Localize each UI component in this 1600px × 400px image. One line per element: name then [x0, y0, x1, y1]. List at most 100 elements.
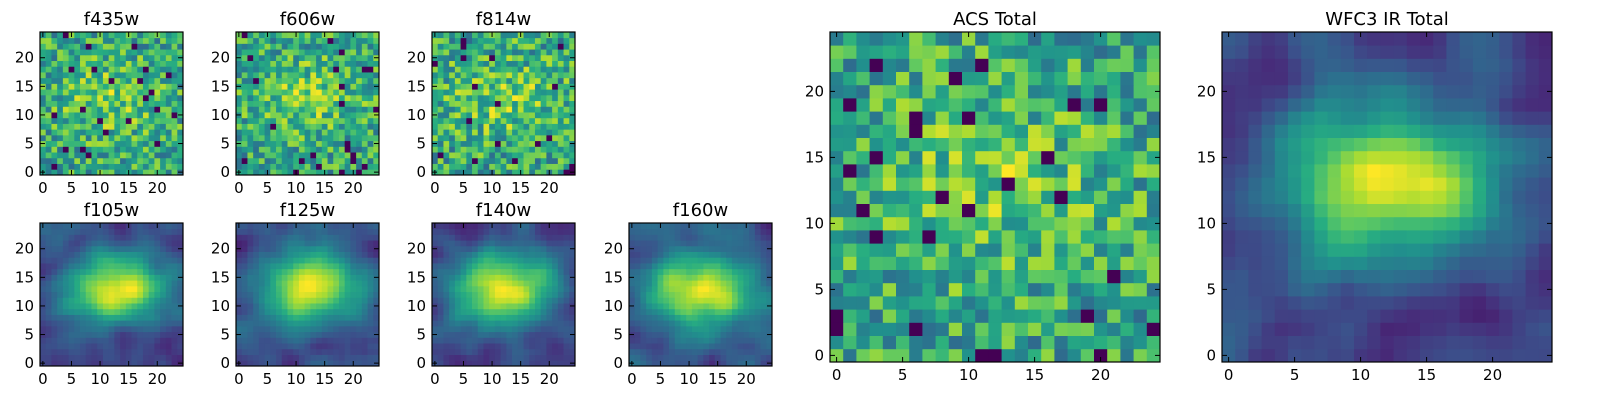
heatmap-cell: [856, 203, 870, 218]
heatmap-cell: [640, 280, 647, 287]
heatmap-cell: [563, 297, 570, 304]
heatmap-cell: [91, 223, 98, 230]
heatmap-cell: [62, 72, 69, 79]
heatmap-cell: [922, 216, 936, 231]
heatmap-cell: [460, 297, 467, 304]
heatmap-cell: [1054, 230, 1068, 244]
heatmap-cell: [546, 112, 553, 119]
heatmap-cell: [120, 112, 127, 119]
heatmap-cell: [131, 297, 138, 304]
heatmap-cell: [148, 100, 155, 107]
heatmap-cell: [489, 106, 496, 113]
heatmap-cell: [114, 348, 121, 355]
heatmap-cell: [512, 32, 519, 39]
heatmap-cell: [241, 32, 248, 39]
heatmap-cell: [437, 223, 444, 230]
heatmap-cell: [529, 257, 536, 264]
heatmap-cell: [517, 234, 524, 241]
heatmap-cell: [131, 43, 138, 50]
heatmap-cell: [316, 112, 323, 119]
heatmap-cell: [882, 348, 897, 363]
heatmap-cell: [443, 320, 450, 327]
heatmap-cell: [247, 129, 254, 136]
heatmap-cell: [287, 106, 294, 113]
heatmap-cell: [634, 348, 641, 355]
heatmap-cell: [338, 37, 346, 44]
heatmap-cell: [1054, 177, 1068, 191]
heatmap-cell: [154, 343, 161, 350]
heatmap-cell: [171, 140, 178, 147]
heatmap-cell: [563, 140, 570, 147]
heatmap-cell: [367, 354, 374, 361]
heatmap-cell: [686, 308, 693, 315]
heatmap-cell: [669, 360, 676, 367]
heatmap-cell: [148, 348, 155, 355]
heatmap-cell: [557, 343, 564, 350]
heatmap-cell: [80, 320, 87, 327]
heatmap-cell: [975, 269, 989, 284]
heatmap-cell: [350, 228, 357, 235]
heatmap-cell: [651, 251, 658, 258]
heatmap-cell: [691, 354, 699, 361]
heatmap-cell: [843, 309, 857, 323]
heatmap-cell: [120, 240, 127, 247]
heatmap-cell: [51, 49, 58, 56]
heatmap-cell: [91, 348, 98, 355]
heatmap-cell: [85, 223, 92, 230]
heatmap-cell: [512, 280, 519, 287]
heatmap-cell: [276, 134, 283, 142]
heatmap-cell: [125, 112, 132, 119]
heatmap-cell: [546, 354, 553, 361]
heatmap-cell: [726, 285, 733, 293]
heatmap-cell: [754, 354, 761, 361]
heatmap-cell: [114, 43, 121, 50]
heatmap-cell: [489, 94, 496, 102]
heatmap-cell: [569, 72, 576, 79]
heatmap-cell: [85, 280, 92, 287]
heatmap-cell: [321, 157, 328, 164]
heatmap-cell: [432, 240, 439, 247]
heatmap-cell: [350, 285, 357, 293]
heatmap-cell: [131, 257, 138, 264]
heatmap-cell: [432, 348, 439, 355]
heatmap-cell: [512, 274, 519, 281]
heatmap-cell: [356, 291, 363, 298]
heatmap-cell: [62, 354, 69, 361]
heatmap-cell: [454, 223, 461, 230]
heatmap-cell: [321, 112, 328, 119]
heatmap-cell: [40, 43, 47, 50]
heatmap-cell: [669, 223, 676, 230]
heatmap-cell: [703, 343, 710, 350]
heatmap-cell: [529, 245, 536, 252]
heatmap-cell: [137, 263, 144, 270]
heatmap-cell: [483, 257, 490, 264]
heatmap-cell: [293, 146, 300, 153]
heatmap-cell: [720, 337, 727, 344]
heatmap-cell: [882, 177, 897, 191]
heatmap-cell: [726, 251, 733, 258]
heatmap-cell: [494, 280, 502, 287]
heatmap-cell: [45, 146, 52, 153]
heatmap-cell: [137, 360, 144, 367]
heatmap-cell: [264, 152, 271, 159]
heatmap-cell: [760, 354, 767, 361]
heatmap-cell: [270, 89, 277, 96]
heatmap-cell: [298, 228, 306, 235]
heatmap-cell: [276, 157, 283, 164]
heatmap-cell: [148, 268, 155, 275]
heatmap-cell: [749, 285, 756, 293]
heatmap-cell: [909, 243, 923, 257]
heatmap-cell: [253, 112, 260, 119]
heatmap-cell: [483, 37, 490, 44]
heatmap-cell: [62, 337, 69, 344]
heatmap-cell: [80, 263, 87, 270]
heatmap-cell: [494, 251, 502, 258]
heatmap-cell: [57, 72, 64, 79]
heatmap-cell: [258, 134, 265, 142]
heatmap-cell: [512, 106, 519, 113]
heatmap-cell: [534, 134, 542, 142]
heatmap-cell: [361, 325, 368, 333]
heatmap-cell: [45, 337, 52, 344]
heatmap-cell: [1014, 269, 1029, 284]
heatmap-cell: [523, 66, 530, 73]
